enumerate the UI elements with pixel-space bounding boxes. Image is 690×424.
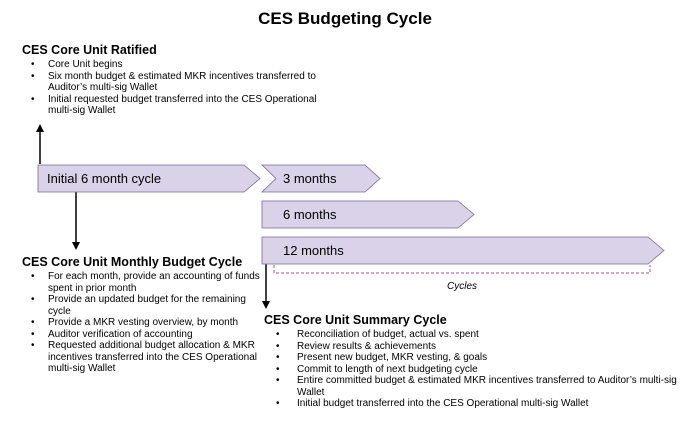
- list-item: Initial requested budget transferred int…: [22, 94, 322, 117]
- monthly-section: CES Core Unit Monthly Budget Cycle For e…: [22, 255, 262, 375]
- twelve-months-arrow: [261, 236, 665, 265]
- initial-cycle-label: Initial 6 month cycle: [47, 171, 162, 186]
- list-item: Commit to length of next budgeting cycle: [264, 364, 684, 376]
- list-item: Requested additional budget allocation &…: [22, 340, 262, 375]
- six-months-label: 6 months: [283, 207, 337, 222]
- ratified-section: CES Core Unit Ratified Core Unit begins …: [22, 43, 322, 117]
- list-item: Auditor verification of accounting: [22, 329, 262, 341]
- summary-heading: CES Core Unit Summary Cycle: [264, 313, 447, 327]
- twelve-months-label: 12 months: [283, 243, 344, 258]
- monthly-list: For each month, provide an accounting of…: [22, 271, 262, 375]
- monthly-heading: CES Core Unit Monthly Budget Cycle: [22, 255, 243, 269]
- list-item: Provide an updated budget for the remain…: [22, 294, 262, 317]
- ratified-heading: CES Core Unit Ratified: [22, 43, 157, 57]
- three-months-arrow: [261, 164, 381, 193]
- six-months-arrow: [261, 200, 475, 229]
- diagram-title: CES Budgeting Cycle: [258, 9, 432, 28]
- list-item: Present new budget, MKR vesting, & goals: [264, 352, 684, 364]
- list-item: Review results & achievements: [264, 341, 684, 353]
- list-item: Core Unit begins: [22, 59, 322, 71]
- cycles-bracket: [273, 265, 651, 274]
- ratified-list: Core Unit begins Six month budget & esti…: [22, 59, 322, 117]
- list-item: For each month, provide an accounting of…: [22, 271, 262, 294]
- summary-list: Reconciliation of budget, actual vs. spe…: [264, 329, 684, 410]
- list-item: Provide a MKR vesting overview, by month: [22, 317, 262, 329]
- cycles-label: Cycles: [447, 281, 478, 292]
- list-item: Initial budget transferred into the CES …: [264, 398, 684, 410]
- initial-cycle-arrow: [37, 164, 261, 193]
- three-months-label: 3 months: [283, 171, 337, 186]
- list-item: Entire committed budget & estimated MKR …: [264, 375, 684, 398]
- summary-section: CES Core Unit Summary Cycle Reconciliati…: [264, 313, 684, 410]
- list-item: Reconciliation of budget, actual vs. spe…: [264, 329, 684, 341]
- list-item: Six month budget & estimated MKR incenti…: [22, 71, 322, 94]
